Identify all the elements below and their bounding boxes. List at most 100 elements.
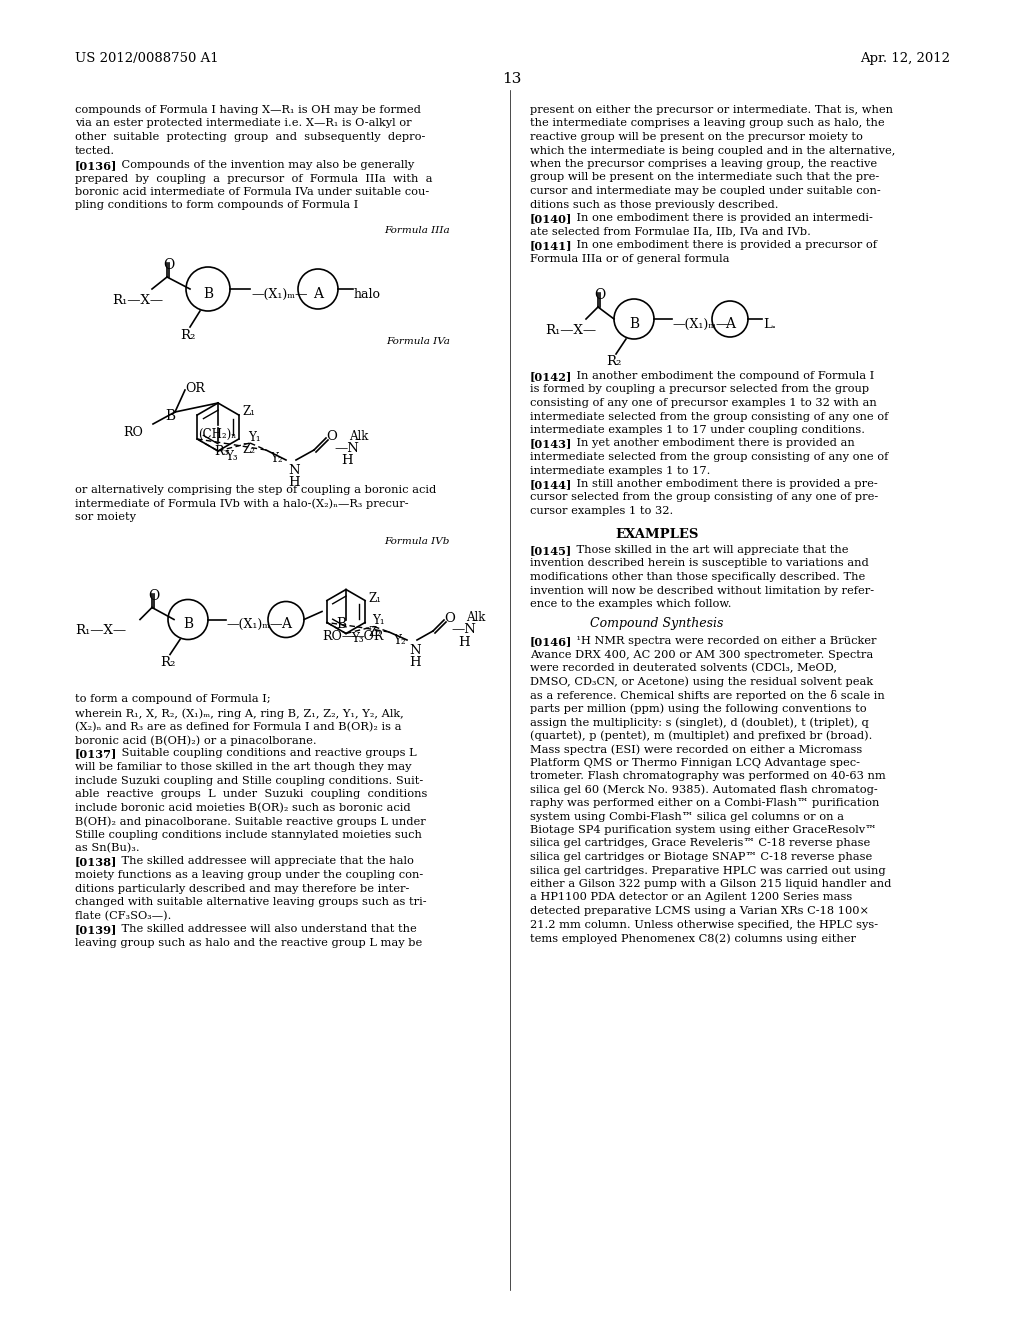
Text: L.: L.	[763, 318, 776, 330]
Text: A: A	[725, 317, 735, 331]
Text: (CH₂)ₙ: (CH₂)ₙ	[198, 428, 237, 441]
Text: Those skilled in the art will appreciate that the: Those skilled in the art will appreciate…	[562, 545, 849, 554]
Text: to form a compound of Formula I;: to form a compound of Formula I;	[75, 694, 270, 705]
Text: flate (CF₃SO₃—).: flate (CF₃SO₃—).	[75, 911, 171, 921]
Text: RO: RO	[123, 426, 143, 440]
Text: In yet another embodiment there is provided an: In yet another embodiment there is provi…	[562, 438, 855, 449]
Text: In still another embodiment there is provided a pre-: In still another embodiment there is pro…	[562, 479, 878, 488]
Text: pling conditions to form compounds of Formula I: pling conditions to form compounds of Fo…	[75, 201, 358, 210]
Text: tected.: tected.	[75, 145, 115, 156]
Text: Alk: Alk	[349, 430, 369, 444]
Text: Y₁: Y₁	[248, 432, 261, 444]
Text: modifications other than those specifically described. The: modifications other than those specifica…	[530, 572, 865, 582]
Text: Suitable coupling conditions and reactive groups L: Suitable coupling conditions and reactiv…	[106, 748, 417, 759]
Text: Formula IVa: Formula IVa	[386, 337, 450, 346]
Text: [0138]: [0138]	[75, 857, 118, 867]
Text: include Suzuki coupling and Stille coupling conditions. Suit-: include Suzuki coupling and Stille coupl…	[75, 776, 423, 785]
Text: intermediate examples 1 to 17.: intermediate examples 1 to 17.	[530, 466, 711, 475]
Text: other  suitable  protecting  group  and  subsequently  depro-: other suitable protecting group and subs…	[75, 132, 425, 143]
Text: able  reactive  groups  L  under  Suzuki  coupling  conditions: able reactive groups L under Suzuki coup…	[75, 789, 427, 799]
Text: Y₃: Y₃	[351, 632, 364, 645]
Text: —(X₁)ₘ—: —(X₁)ₘ—	[226, 618, 283, 631]
Text: R₁—X—: R₁—X—	[112, 294, 163, 308]
Text: cursor and intermediate may be coupled under suitable con-: cursor and intermediate may be coupled u…	[530, 186, 881, 195]
Text: boronic acid (B(OH)₂) or a pinacolborane.: boronic acid (B(OH)₂) or a pinacolborane…	[75, 735, 316, 746]
Text: ence to the examples which follow.: ence to the examples which follow.	[530, 599, 731, 609]
Text: —(X₁)ₘ—: —(X₁)ₘ—	[251, 288, 307, 301]
Text: Z₂: Z₂	[368, 626, 381, 639]
Text: R₂: R₂	[160, 656, 175, 668]
Text: halo: halo	[354, 288, 381, 301]
Text: In one embodiment there is provided an intermedi-: In one embodiment there is provided an i…	[562, 213, 872, 223]
Text: [0145]: [0145]	[530, 545, 572, 556]
Text: consisting of any one of precursor examples 1 to 32 with an: consisting of any one of precursor examp…	[530, 399, 877, 408]
Text: H: H	[409, 656, 421, 669]
Text: R₁—X—: R₁—X—	[75, 624, 126, 638]
Text: silica gel cartridges, Grace Reveleris™ C-18 reverse phase: silica gel cartridges, Grace Reveleris™ …	[530, 838, 870, 849]
Text: were recorded in deuterated solvents (CDCl₃, MeOD,: were recorded in deuterated solvents (CD…	[530, 663, 837, 673]
Text: moiety functions as a leaving group under the coupling con-: moiety functions as a leaving group unde…	[75, 870, 423, 880]
Text: Biotage SP4 purification system using either GraceResolv™: Biotage SP4 purification system using ei…	[530, 825, 877, 836]
Text: Formula IIIa: Formula IIIa	[384, 226, 450, 235]
Text: via an ester protected intermediate i.e. X—R₁ is O-alkyl or: via an ester protected intermediate i.e.…	[75, 119, 412, 128]
Text: B: B	[165, 409, 175, 422]
Text: O: O	[326, 430, 337, 444]
Text: Y₃: Y₃	[225, 450, 238, 463]
Text: either a Gilson 322 pump with a Gilson 215 liquid handler and: either a Gilson 322 pump with a Gilson 2…	[530, 879, 891, 888]
Text: Z₁: Z₁	[242, 405, 255, 418]
Text: Formula IIIa or of general formula: Formula IIIa or of general formula	[530, 253, 729, 264]
Text: Avance DRX 400, AC 200 or AM 300 spectrometer. Spectra: Avance DRX 400, AC 200 or AM 300 spectro…	[530, 649, 873, 660]
Text: B: B	[203, 286, 213, 301]
Text: intermediate selected from the group consisting of any one of: intermediate selected from the group con…	[530, 412, 889, 421]
Text: as a reference. Chemical shifts are reported on the δ scale in: as a reference. Chemical shifts are repo…	[530, 690, 885, 701]
Text: [0139]: [0139]	[75, 924, 118, 935]
Text: raphy was performed either on a Combi-Flash™ purification: raphy was performed either on a Combi-Fl…	[530, 799, 880, 808]
Text: [0136]: [0136]	[75, 160, 118, 172]
Text: [0143]: [0143]	[530, 438, 572, 450]
Text: R₂: R₂	[180, 329, 196, 342]
Text: N: N	[288, 465, 300, 477]
Text: parts per million (ppm) using the following conventions to: parts per million (ppm) using the follow…	[530, 704, 866, 714]
Text: group will be present on the intermediate such that the pre-: group will be present on the intermediat…	[530, 173, 880, 182]
Text: Z₁: Z₁	[368, 591, 381, 605]
Text: Formula IVb: Formula IVb	[385, 537, 450, 546]
Text: O: O	[163, 257, 174, 272]
Text: B: B	[183, 618, 194, 631]
Text: compounds of Formula I having X—R₁ is OH may be formed: compounds of Formula I having X—R₁ is OH…	[75, 106, 421, 115]
Text: ditions particularly described and may therefore be inter-: ditions particularly described and may t…	[75, 883, 410, 894]
Text: ditions such as those previously described.: ditions such as those previously describ…	[530, 199, 778, 210]
Text: O: O	[148, 589, 160, 602]
Text: H: H	[288, 477, 300, 488]
Text: changed with suitable alternative leaving groups such as tri-: changed with suitable alternative leavin…	[75, 898, 427, 907]
Text: DMSO, CD₃CN, or Acetone) using the residual solvent peak: DMSO, CD₃CN, or Acetone) using the resid…	[530, 676, 873, 688]
Text: sor moiety: sor moiety	[75, 512, 136, 521]
Text: the intermediate comprises a leaving group such as halo, the: the intermediate comprises a leaving gro…	[530, 119, 885, 128]
Text: Alk: Alk	[466, 611, 485, 624]
Text: In one embodiment there is provided a precursor of: In one embodiment there is provided a pr…	[562, 240, 877, 249]
Text: B(OH)₂ and pinacolborane. Suitable reactive groups L under: B(OH)₂ and pinacolborane. Suitable react…	[75, 816, 426, 826]
Text: —(X₁)ₘ—: —(X₁)ₘ—	[672, 318, 728, 330]
Text: cursor examples 1 to 32.: cursor examples 1 to 32.	[530, 506, 673, 516]
Text: system using Combi-Flash™ silica gel columns or on a: system using Combi-Flash™ silica gel col…	[530, 812, 844, 821]
Text: N: N	[409, 644, 421, 657]
Text: OR: OR	[185, 381, 205, 395]
Text: Z₂: Z₂	[242, 444, 255, 455]
Text: In another embodiment the compound of Formula I: In another embodiment the compound of Fo…	[562, 371, 874, 381]
Text: is formed by coupling a precursor selected from the group: is formed by coupling a precursor select…	[530, 384, 869, 395]
Text: when the precursor comprises a leaving group, the reactive: when the precursor comprises a leaving g…	[530, 158, 878, 169]
Text: O: O	[594, 288, 605, 302]
Text: Y₁: Y₁	[372, 615, 385, 627]
Text: silica gel 60 (Merck No. 9385). Automated flash chromatog-: silica gel 60 (Merck No. 9385). Automate…	[530, 784, 878, 795]
Text: cursor selected from the group consisting of any one of pre-: cursor selected from the group consistin…	[530, 492, 879, 503]
Text: assign the multiplicity: s (singlet), d (doublet), t (triplet), q: assign the multiplicity: s (singlet), d …	[530, 717, 868, 727]
Text: 21.2 mm column. Unless otherwise specified, the HPLC sys-: 21.2 mm column. Unless otherwise specifi…	[530, 920, 879, 929]
Text: silica gel cartridges. Preparative HPLC was carried out using: silica gel cartridges. Preparative HPLC …	[530, 866, 886, 875]
Text: The skilled addressee will also understand that the: The skilled addressee will also understa…	[106, 924, 417, 935]
Text: which the intermediate is being coupled and in the alternative,: which the intermediate is being coupled …	[530, 145, 895, 156]
Text: 13: 13	[503, 73, 521, 86]
Text: A: A	[281, 618, 291, 631]
Text: Apr. 12, 2012: Apr. 12, 2012	[860, 51, 950, 65]
Text: reactive group will be present on the precursor moiety to: reactive group will be present on the pr…	[530, 132, 863, 143]
Text: [0146]: [0146]	[530, 636, 572, 647]
Text: Y₂: Y₂	[270, 451, 283, 465]
